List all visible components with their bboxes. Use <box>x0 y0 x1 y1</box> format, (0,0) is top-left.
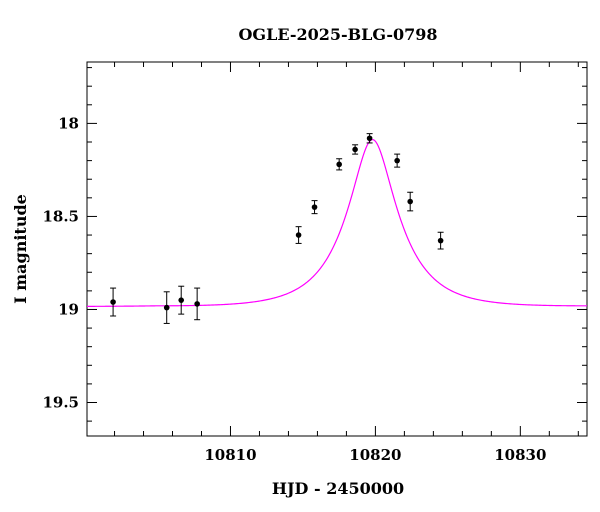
point-marker <box>194 301 200 307</box>
x-tick-label: 10830 <box>494 446 546 464</box>
x-tick-label: 10810 <box>204 446 256 464</box>
y-tick-labels: 18 18.5 19 19.5 <box>42 114 79 411</box>
data-points <box>110 133 444 324</box>
point-marker <box>336 161 342 168</box>
data-point <box>178 285 185 315</box>
y-axis-label: I magnitude <box>11 194 30 304</box>
point-marker <box>163 304 170 311</box>
plot-frame <box>86 61 588 437</box>
data-point <box>437 231 444 250</box>
data-point <box>194 287 201 321</box>
point-marker <box>366 135 373 142</box>
point-marker <box>437 237 444 244</box>
chart-title: OGLE-2025-BLG-0798 <box>238 25 437 44</box>
x-axis-label: HJD - 2450000 <box>272 479 404 498</box>
data-point <box>311 200 318 215</box>
point-marker <box>394 157 400 164</box>
point-marker <box>110 299 116 305</box>
data-point <box>366 133 373 144</box>
data-point <box>407 191 414 212</box>
data-point <box>110 287 117 317</box>
data-point <box>394 153 401 168</box>
y-tick-label: 18.5 <box>42 207 79 225</box>
data-point <box>163 291 170 324</box>
y-tick-label: 19.5 <box>42 394 79 412</box>
axis-ticks <box>87 62 587 436</box>
data-point <box>352 144 359 155</box>
point-marker <box>295 232 302 238</box>
point-marker <box>407 198 413 205</box>
point-marker <box>178 297 185 303</box>
x-tick-labels: 10810 10820 10830 <box>204 446 546 464</box>
y-tick-label: 18 <box>58 114 79 132</box>
x-tick-label: 10820 <box>349 446 401 464</box>
model-curve <box>87 139 588 307</box>
point-marker <box>311 204 318 210</box>
point-marker <box>352 146 358 153</box>
y-tick-label: 19 <box>58 300 79 318</box>
data-point <box>295 226 302 244</box>
data-point <box>336 158 343 171</box>
